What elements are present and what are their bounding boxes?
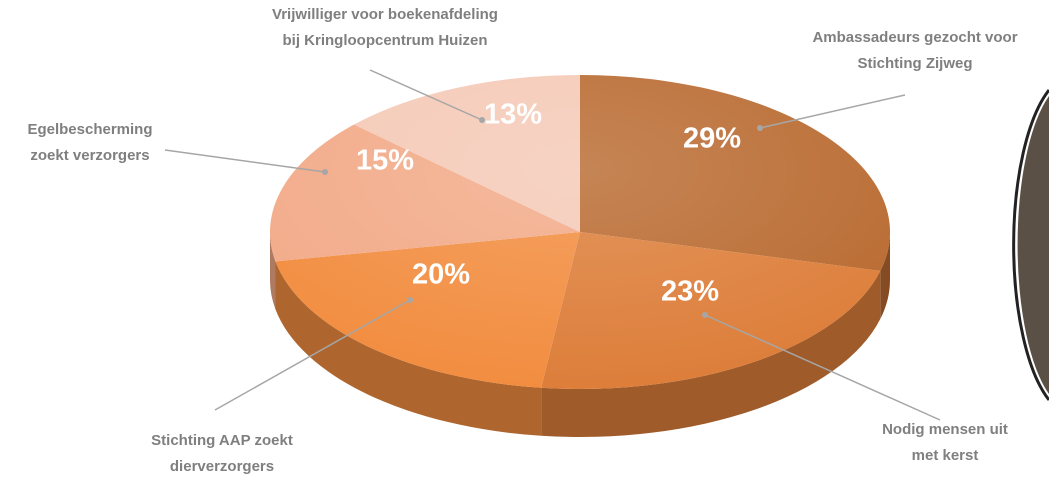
photo — [1018, 96, 1049, 394]
leader-dot — [322, 169, 328, 175]
value-label: 20% — [412, 259, 470, 291]
leader-line — [165, 150, 325, 172]
chart: 29% Ambassadeurs gezocht voorStichting Zi… — [0, 0, 1049, 491]
leader-line — [760, 95, 905, 128]
pie — [270, 75, 890, 437]
leader-dot — [757, 125, 763, 131]
shine — [270, 75, 890, 389]
leader-dot — [702, 312, 708, 318]
value-label: 15% — [356, 145, 414, 177]
value-label: 23% — [661, 276, 719, 308]
value-label: 29% — [683, 123, 741, 155]
leader-dot — [407, 297, 413, 303]
value-label: 13% — [484, 99, 542, 131]
